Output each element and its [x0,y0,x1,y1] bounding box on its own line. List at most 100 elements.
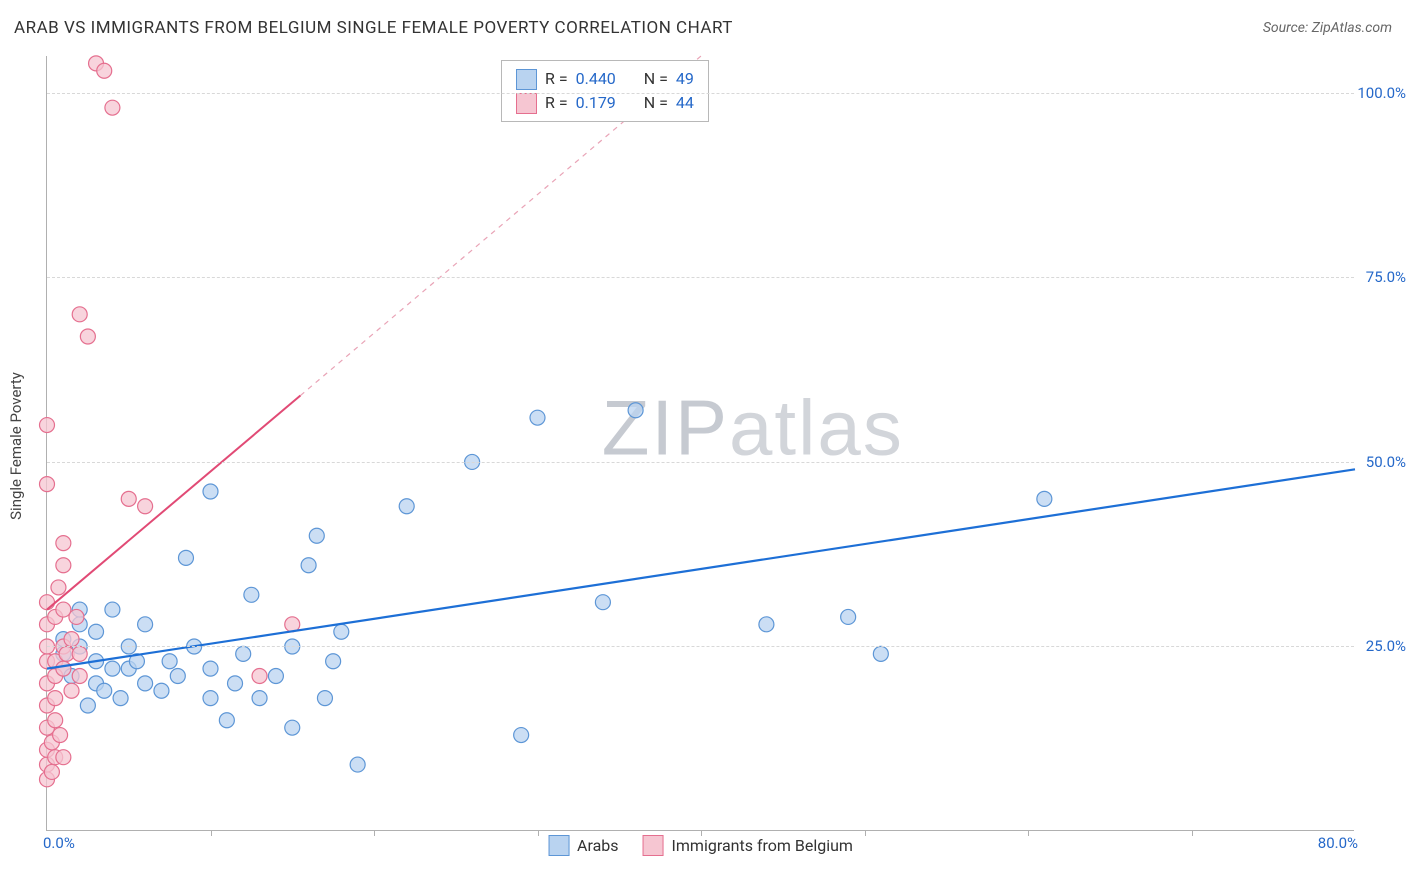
data-point [514,728,529,743]
series-legend: Arabs Immigrants from Belgium [548,835,853,856]
data-point [80,698,95,713]
y-tick-label: 50.0% [1366,453,1406,471]
y-tick-label: 25.0% [1366,637,1406,655]
data-point [228,676,243,691]
scatter-svg [47,56,1354,830]
data-point [105,602,120,617]
data-point [80,329,95,344]
data-point [301,558,316,573]
legend-swatch [643,835,664,856]
data-point [40,477,55,492]
source-attribution: Source: ZipAtlas.com [1263,20,1392,36]
data-point [268,669,283,684]
data-point [40,595,55,610]
series-legend-label: Immigrants from Belgium [672,836,853,855]
legend-n-label: N = [644,91,668,115]
data-point [89,624,104,639]
data-point [138,676,153,691]
data-point [48,691,63,706]
data-point [138,499,153,514]
data-point [56,558,71,573]
y-tick-label: 100.0% [1357,84,1406,102]
x-tick [538,830,539,836]
data-point [51,580,66,595]
data-point [170,669,185,684]
data-point [628,403,643,418]
stats-legend-row: R = 0.440 N = 49 [516,67,694,91]
x-tick [1192,830,1193,836]
data-point [56,602,71,617]
plot-area: ZIPatlas R = 0.440 N = 49R = 0.179 N = 4… [46,56,1354,831]
data-point [113,691,128,706]
data-point [252,669,267,684]
data-point [138,617,153,632]
data-point [56,661,71,676]
series-legend-item: Arabs [548,835,619,856]
gridline [47,93,1354,94]
data-point [285,720,300,735]
data-point [97,63,112,78]
y-axis-title: Single Female Poverty [7,372,25,520]
data-point [64,683,79,698]
data-point [56,536,71,551]
data-point [64,632,79,647]
data-point [203,691,218,706]
x-axis-min-label: 0.0% [43,834,75,852]
data-point [244,587,259,602]
gridline [47,646,1354,647]
chart-title: ARAB VS IMMIGRANTS FROM BELGIUM SINGLE F… [14,18,733,38]
legend-r-label: R = [545,91,568,115]
gridline [47,277,1354,278]
data-point [334,624,349,639]
legend-swatch [548,835,569,856]
legend-n-label: N = [644,67,668,91]
data-point [326,654,341,669]
data-point [317,691,332,706]
title-bar: ARAB VS IMMIGRANTS FROM BELGIUM SINGLE F… [14,18,1392,38]
data-point [1037,491,1052,506]
data-point [595,595,610,610]
legend-swatch [516,93,537,114]
data-point [178,550,193,565]
series-legend-item: Immigrants from Belgium [643,835,853,856]
x-tick [374,830,375,836]
legend-swatch [516,69,537,90]
data-point [873,646,888,661]
stats-legend-row: R = 0.179 N = 44 [516,91,694,115]
data-point [97,683,112,698]
data-point [48,713,63,728]
stats-legend: R = 0.440 N = 49R = 0.179 N = 44 [501,60,709,122]
legend-r-value: 0.179 [576,91,616,115]
gridline [47,462,1354,463]
data-point [203,484,218,499]
x-tick [865,830,866,836]
x-tick [701,830,702,836]
data-point [69,609,84,624]
data-point [219,713,234,728]
data-point [203,661,218,676]
legend-r-value: 0.440 [576,67,616,91]
data-point [40,418,55,433]
legend-n-value: 49 [676,67,694,91]
data-point [309,528,324,543]
data-point [72,669,87,684]
x-tick [211,830,212,836]
data-point [53,728,68,743]
data-point [236,646,251,661]
data-point [105,100,120,115]
data-point [350,757,365,772]
data-point [72,307,87,322]
data-point [399,499,414,514]
data-point [44,764,59,779]
x-tick [1028,830,1029,836]
legend-r-label: R = [545,67,568,91]
data-point [530,410,545,425]
data-point [841,609,856,624]
data-point [252,691,267,706]
series-legend-label: Arabs [577,836,619,855]
x-axis-max-label: 80.0% [1318,834,1358,852]
data-point [56,750,71,765]
data-point [162,654,177,669]
data-point [121,491,136,506]
legend-n-value: 44 [676,91,694,115]
